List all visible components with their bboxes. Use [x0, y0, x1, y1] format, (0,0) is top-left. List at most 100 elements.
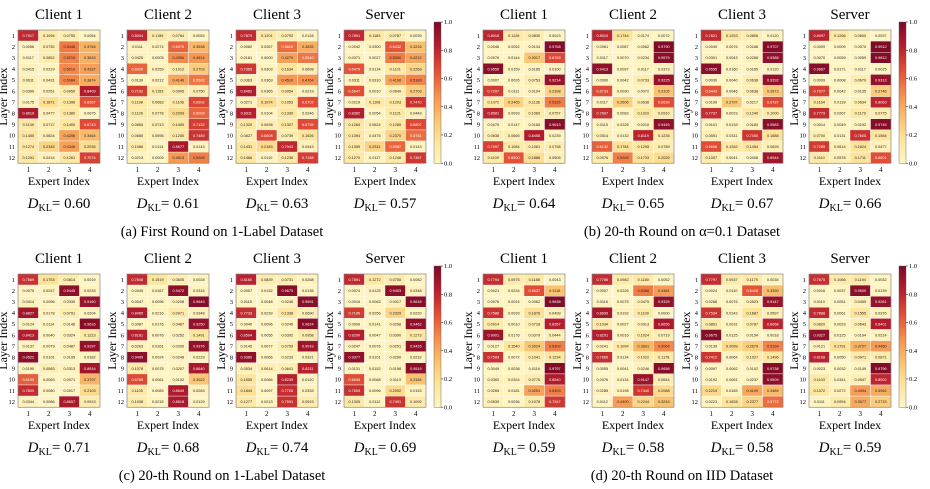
y-tick-label: 5 [338, 77, 341, 84]
cell-value-label: 0.0475 [637, 300, 649, 304]
cell-value-label: 0.0087 [131, 322, 143, 326]
cell-value-label: 0.0830 [528, 34, 540, 38]
cell-value-label: 0.0640 [389, 89, 401, 93]
y-tick-label: 8 [477, 354, 480, 361]
cell-value-label: 0.1110 [814, 156, 825, 160]
x-tick-label: 3 [859, 410, 863, 418]
cell-value-label: 0.0268 [746, 56, 758, 60]
cell-value-label: 0.1136 [529, 101, 540, 105]
cell-value-label: 0.8401 [875, 322, 887, 326]
cell-value-label: 0.0755 [63, 34, 75, 38]
y-tick-label: 12 [692, 399, 699, 406]
cell-value-label: 0.0047 [369, 333, 381, 337]
heatmap-title: Client 2 [609, 251, 657, 267]
cell-value-label: 0.0824 [43, 134, 55, 138]
cell-value-label: 0.9445 [63, 289, 75, 293]
y-tick-label: 5 [338, 321, 341, 328]
cell-value-label: 0.0344 [22, 400, 34, 404]
y-axis-label: Layer Index [0, 67, 10, 125]
cell-value-label: 0.0263 [131, 345, 143, 349]
cell-value-label: 0.9522 [22, 356, 34, 360]
cell-value-label: 0.0534 [240, 367, 252, 371]
cell-value-label: 0.0185 [528, 67, 540, 71]
cell-value-label: 0.6639 [658, 101, 670, 105]
y-tick-label: 2 [586, 44, 589, 51]
y-tick-label: 8 [695, 110, 698, 117]
cell-value-label: 0.0142 [726, 311, 738, 315]
cell-value-label: 0.0852 [43, 56, 55, 60]
colorbar-tick-label: 1.0 [444, 263, 452, 270]
cell-value-label: 0.0638 [637, 101, 649, 105]
cell-value-label: 0.2093 [172, 112, 184, 116]
heatmap-title: Client 1 [500, 7, 548, 23]
cell-value-label: 0.0076 [596, 378, 608, 382]
cell-value-label: 0.6647 [348, 89, 360, 93]
cell-value-label: 0.7367 [410, 156, 422, 160]
cell-value-label: 0.0195 [63, 356, 75, 360]
y-tick-label: 9 [586, 122, 589, 129]
cell-value-label: 0.8010 [596, 34, 608, 38]
colorbar-tick-label: 0.6 [444, 76, 453, 83]
cell-value-label: 0.0030 [705, 78, 717, 82]
heatmap-title: Server [830, 7, 869, 23]
heatmap-client-3: Client 3 0.7821 0.1253 0.0806 0.0120 0.0049 0.… [679, 7, 784, 214]
cell-value-label: 0.0075 [22, 289, 34, 293]
cell-value-label: 0.0101 [705, 123, 717, 127]
y-tick-label: 6 [586, 332, 590, 339]
y-tick-label: 4 [695, 310, 699, 317]
cell-value-label: 0.8618 [172, 400, 184, 404]
y-tick-label: 10 [474, 377, 481, 384]
cell-value-label: 0.0116 [529, 367, 540, 371]
cell-value-label: 0.5019 [63, 67, 75, 71]
cell-value-label: 0.0194 [854, 333, 866, 337]
y-tick-label: 4 [586, 66, 590, 73]
colorbar-tick-label: 0.2 [444, 132, 452, 139]
cell-value-label: 0.0086 [261, 378, 273, 382]
cell-value-label: 0.6637 [528, 289, 540, 293]
cell-value-label: 0.0076 [487, 56, 499, 60]
cell-value-label: 0.7491 [389, 400, 401, 404]
cell-value-label: 0.7794 [487, 278, 499, 282]
cell-value-label: 0.2244 [637, 400, 649, 404]
cell-value-label: 0.0115 [241, 300, 252, 304]
cell-value-label: 0.6557 [84, 101, 96, 105]
x-axis-label: Expert Index [819, 418, 881, 432]
cell-value-label: 0.7440 [637, 389, 649, 393]
cell-value-label: 0.3105 [658, 89, 670, 93]
y-tick-label: 5 [586, 321, 589, 328]
heatmap-client-2: Client 2 0.7848 0.1519 0.0605 0.0028 0.0045 0.… [105, 251, 210, 458]
cell-value-label: 0.8413 [22, 333, 34, 337]
y-tick-label: 9 [12, 122, 15, 129]
cell-value-label: 0.7586 [487, 311, 499, 315]
cell-value-label: 0.0021 [487, 289, 499, 293]
heatmap-frame [235, 273, 319, 408]
y-tick-label: 12 [118, 399, 125, 406]
cell-value-label: 0.1490 [172, 123, 184, 127]
cell-value-label: 0.0018 [767, 333, 779, 337]
cell-value-label: 0.0425 [131, 56, 143, 60]
cell-value-label: 0.1092 [410, 400, 422, 404]
cell-value-label: 0.0363 [240, 78, 252, 82]
cell-value-label: 0.0134 [617, 378, 629, 382]
y-tick-label: 3 [12, 55, 15, 62]
cell-value-label: 0.9500 [854, 289, 866, 293]
cell-value-label: 0.0070 [854, 45, 866, 49]
y-tick-label: 6 [803, 88, 807, 95]
dkl-value-label: DKL= 0.74 [245, 440, 309, 458]
cell-value-label: 0.0259 [152, 67, 164, 71]
cell-value-label: 0.0074 [348, 289, 360, 293]
cell-value-label: 0.1041 [528, 356, 540, 360]
cell-value-label: 0.7074 [84, 156, 96, 160]
cell-value-label: 0.1519 [152, 278, 164, 282]
cell-value-label: 0.1012 [172, 67, 184, 71]
y-tick-label: 4 [477, 66, 481, 73]
y-tick-label: 8 [586, 110, 589, 117]
cell-value-label: 0.2345 [43, 145, 55, 149]
cell-value-label: 0.1179 [855, 112, 866, 116]
heatmap-title: Client 3 [718, 251, 766, 267]
cell-value-label: 0.0042 [348, 45, 360, 49]
cell-value-label: 0.1733 [637, 156, 649, 160]
y-tick-label: 7 [803, 99, 807, 106]
cell-value-label: 0.0217 [746, 101, 758, 105]
dkl-value-label: DKL= 0.63 [245, 196, 309, 214]
